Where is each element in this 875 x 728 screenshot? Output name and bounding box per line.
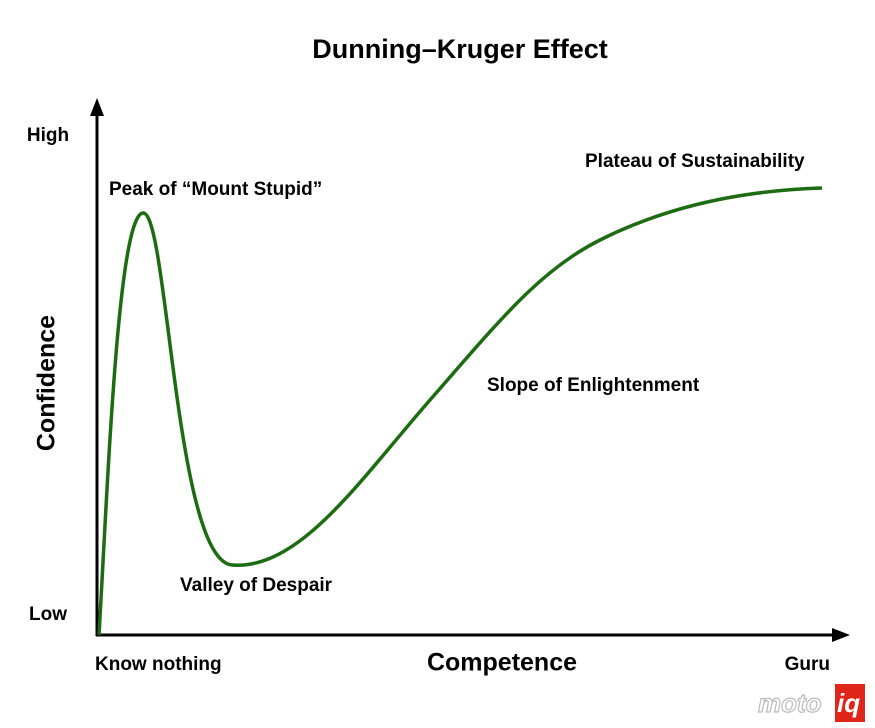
y-arrow: [90, 98, 104, 116]
y-high-label: High: [27, 125, 69, 146]
watermark-left: moto: [758, 688, 822, 718]
y-axis-label: Confidence: [33, 315, 61, 451]
y-low-label: Low: [29, 604, 67, 625]
watermark-box: [835, 684, 865, 722]
slope-annotation: Slope of Enlightenment: [487, 375, 700, 396]
plateau-annotation: Plateau of Sustainability: [585, 151, 805, 172]
x-arrow: [832, 628, 850, 642]
confidence-curve: [97, 186, 823, 636]
valley-annotation: Valley of Despair: [180, 575, 333, 596]
x-axis-label: Competence: [427, 649, 577, 677]
x-start-label: Know nothing: [95, 654, 222, 675]
x-end-label: Guru: [785, 654, 830, 675]
title: Dunning–Kruger Effect: [312, 34, 608, 64]
watermark-right: iq: [837, 688, 860, 718]
peak-annotation: Peak of “Mount Stupid”: [109, 179, 322, 200]
